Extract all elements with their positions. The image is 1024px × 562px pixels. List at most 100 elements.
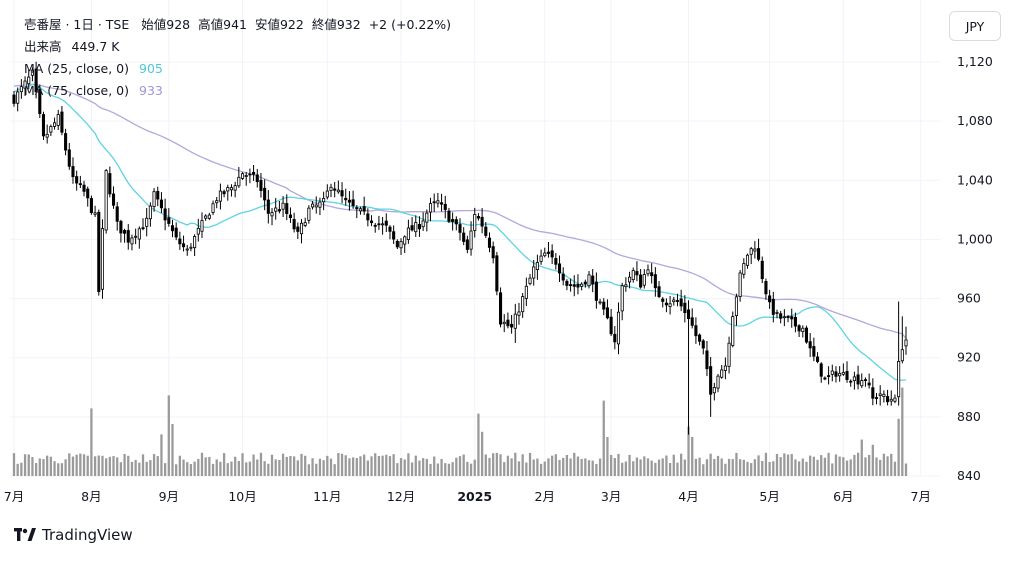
volume-bar: [539, 463, 543, 476]
candle-body: [303, 222, 307, 226]
open-label: 始値: [141, 17, 167, 32]
candle-body: [904, 339, 908, 347]
volume-bar: [407, 453, 410, 476]
volume-bar: [289, 455, 292, 476]
volume-bar: [783, 453, 786, 476]
volume-bar: [580, 458, 583, 476]
volume-bar: [171, 424, 174, 476]
candle-body: [576, 283, 580, 288]
ma75-row[interactable]: MA (75, close, 0) 933: [24, 80, 451, 102]
volume-bar: [433, 456, 436, 476]
volume-bar: [127, 455, 130, 476]
volume-bar: [447, 463, 451, 476]
candle-body: [12, 94, 16, 104]
tradingview-logo[interactable]: TradingView: [14, 526, 133, 544]
candle-body: [572, 284, 576, 287]
volume-bar: [237, 461, 240, 476]
x-tick-label: 11月: [313, 489, 341, 504]
candle-body: [259, 179, 263, 191]
symbol-line: 壱番屋 · 1日 · TSE: [24, 17, 130, 32]
volume-bar: [108, 456, 111, 476]
candle-body: [646, 269, 650, 275]
volume-bar: [650, 460, 653, 476]
candle-body: [388, 226, 392, 232]
volume-bar: [720, 458, 723, 476]
x-tick-label: 2025: [457, 489, 492, 504]
volume-bar: [753, 459, 757, 476]
ma25-value: 905: [139, 61, 163, 76]
y-tick-label: 880: [957, 409, 981, 424]
candle-body: [274, 207, 278, 212]
volume-bar: [436, 463, 440, 476]
candle-body: [653, 274, 657, 289]
candle-body: [19, 86, 23, 93]
volume-bar: [429, 463, 432, 476]
x-tick-label: 10月: [228, 489, 256, 504]
x-tick-label: 2月: [535, 489, 555, 504]
volume-bar: [101, 455, 104, 476]
volume-bar: [761, 460, 764, 476]
volume-bar: [49, 456, 53, 476]
volume-bar: [130, 461, 134, 476]
ma25-row[interactable]: MA (25, close, 0) 905: [24, 58, 451, 80]
candle-body: [292, 219, 296, 230]
volume-bar: [816, 459, 819, 476]
volume-bar: [38, 458, 41, 476]
candle-body: [406, 227, 410, 240]
candle-body: [156, 190, 160, 200]
volume-bar: [211, 463, 215, 476]
candle-body: [874, 397, 879, 399]
candle-body: [285, 203, 289, 215]
volume-bar: [374, 453, 377, 476]
volume-bar: [263, 461, 266, 476]
candle-body: [591, 275, 595, 285]
volume-bar: [853, 454, 856, 476]
candle-body: [381, 223, 385, 226]
candle-body: [753, 248, 757, 252]
volume-bar: [680, 453, 683, 476]
candle-body: [797, 325, 801, 332]
volume-bar: [639, 459, 642, 476]
candle-body: [495, 255, 499, 292]
candle-body: [624, 284, 628, 288]
candle-body: [64, 133, 68, 151]
volume-bar: [890, 453, 893, 476]
volume-bar: [665, 455, 668, 476]
volume-bar: [97, 455, 100, 476]
candle-body: [863, 379, 867, 382]
volume-bar: [344, 455, 347, 476]
low-label: 安値: [254, 17, 280, 32]
volume-bar: [82, 454, 86, 476]
volume-bar: [27, 454, 30, 476]
volume-bar: [871, 444, 874, 476]
candle-body: [727, 342, 731, 367]
candle-body: [410, 225, 414, 231]
volume-bar: [23, 454, 27, 476]
candle-body: [506, 319, 510, 327]
volume-bar: [495, 452, 499, 476]
volume-bar: [576, 456, 580, 476]
open-value: 928: [166, 17, 191, 32]
volume-bar: [12, 453, 16, 476]
volume-bar: [805, 461, 808, 476]
currency-button[interactable]: JPY: [949, 11, 1001, 41]
volume-bar: [208, 456, 211, 476]
candle-body: [602, 301, 606, 310]
volume-bar: [646, 458, 650, 476]
candle-body: [838, 372, 842, 377]
volume-bar: [451, 462, 454, 476]
volume-bar: [410, 462, 414, 476]
candle-body: [679, 298, 683, 307]
candle-body: [281, 202, 285, 210]
volume-bar: [292, 456, 296, 476]
volume-bar: [657, 459, 661, 476]
candle-body: [373, 224, 377, 227]
volume-bar: [351, 457, 355, 476]
volume-bar: [602, 400, 605, 476]
volume-bar: [79, 453, 82, 476]
volume-bar: [57, 463, 60, 476]
volume-value: 449.7 K: [71, 39, 120, 54]
candle-body: [182, 243, 186, 248]
